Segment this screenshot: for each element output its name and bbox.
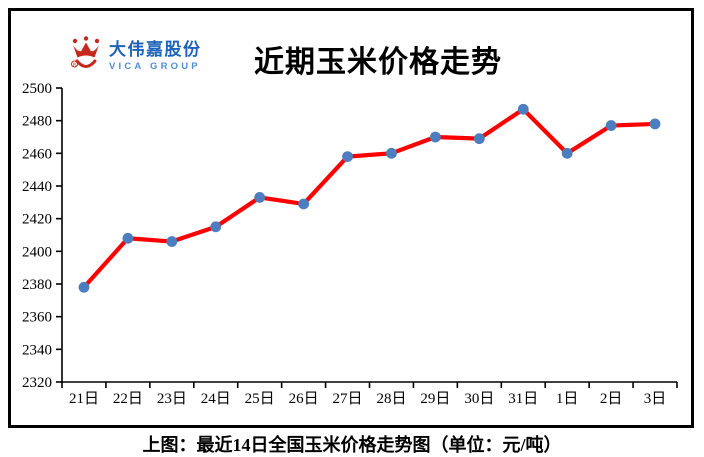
page-title: 近期玉米价格走势 — [254, 46, 502, 79]
data-point-marker — [254, 192, 266, 203]
price-line — [81, 107, 658, 290]
x-axis-label: 23日 — [157, 391, 187, 407]
y-axis-label: 2420 — [22, 212, 52, 228]
y-axis-label: 2320 — [22, 375, 52, 391]
x-axis-label: 31日 — [508, 391, 538, 407]
x-axis-label: 1日 — [556, 391, 579, 407]
x-axis-label: 29日 — [420, 391, 450, 407]
data-point-marker — [429, 131, 441, 143]
x-axis-label: 27日 — [333, 391, 363, 407]
crown-icon: R — [71, 36, 100, 68]
company-name-en: VICA GROUP — [109, 61, 201, 72]
chart-caption: 上图：最近14日全国玉米价格走势图（单位：元/吨） — [142, 435, 562, 455]
x-axis-label: 25日 — [245, 391, 275, 407]
x-axis-label: 3日 — [644, 391, 667, 407]
y-axis-label: 2340 — [22, 342, 52, 358]
x-axis-label: 28日 — [376, 391, 406, 407]
y-axis-label: 2500 — [22, 81, 52, 97]
data-point-marker — [78, 281, 90, 293]
x-axis-label: 26日 — [289, 391, 319, 407]
data-point-marker — [386, 147, 397, 159]
data-point-marker — [210, 221, 222, 233]
company-name-cn: 大伟嘉股份 — [109, 40, 202, 59]
data-point-marker — [166, 236, 178, 247]
y-axis-label: 2440 — [22, 179, 52, 195]
data-point-marker — [561, 147, 573, 159]
y-axis-label: 2380 — [22, 277, 52, 293]
data-point-marker — [649, 118, 661, 130]
chart-frame: R 大伟嘉股份 VICA GROUP 近期玉米价格走势 — [8, 8, 694, 428]
data-point-marker — [473, 133, 485, 145]
data-point-marker — [122, 232, 134, 244]
x-axis-label: 30日 — [464, 391, 494, 407]
y-axis-label: 2480 — [22, 114, 52, 130]
data-point-marker — [342, 151, 353, 163]
y-axis-label: 2460 — [22, 146, 52, 162]
x-axis-label: 21日 — [69, 391, 99, 407]
data-point-marker — [517, 103, 529, 115]
y-axis-label: 2360 — [22, 310, 52, 326]
data-point-marker — [605, 120, 617, 131]
x-axis-label: 24日 — [201, 391, 231, 407]
company-logo: R 大伟嘉股份 VICA GROUP — [68, 35, 202, 75]
y-axis-label: 2400 — [22, 244, 52, 260]
x-axis-label: 22日 — [113, 391, 143, 407]
svg-text:R: R — [73, 62, 77, 67]
x-axis-label: 2日 — [600, 391, 623, 407]
data-point-marker — [298, 198, 310, 210]
